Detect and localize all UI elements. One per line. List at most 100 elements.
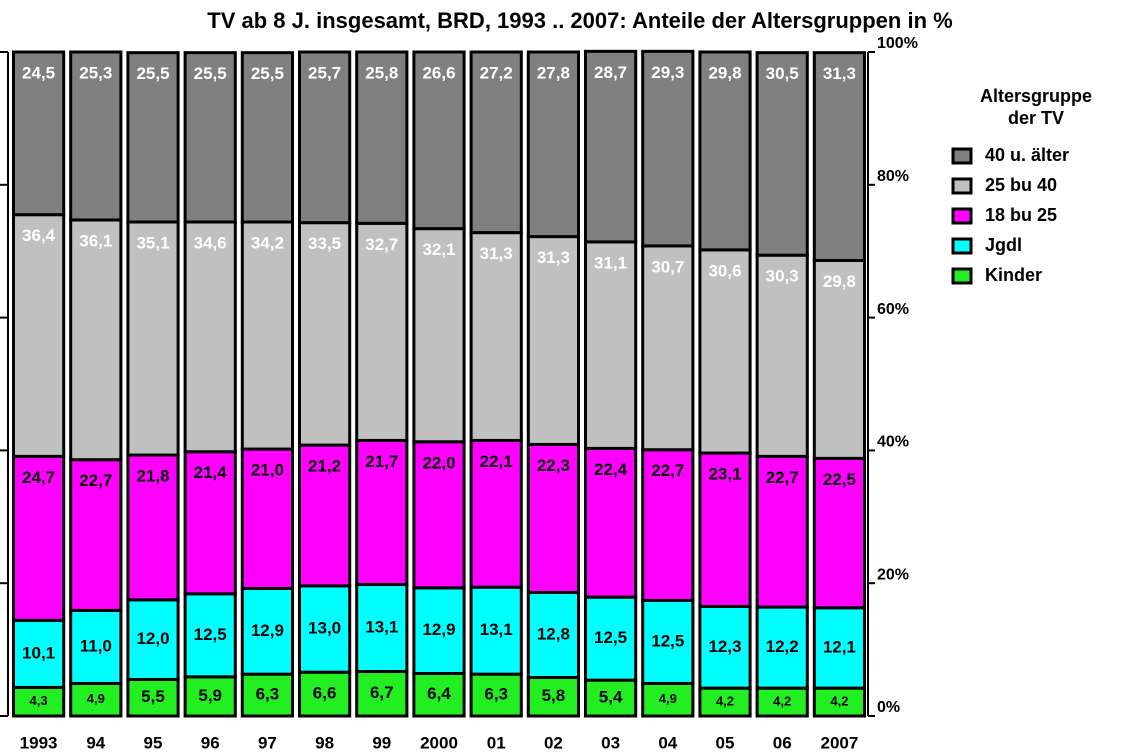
bar-segment [298, 50, 352, 225]
data-label: 27,8 [537, 63, 570, 82]
data-label: 4,9 [659, 691, 677, 706]
y-tick-label: 40% [877, 434, 909, 451]
bar-segment [183, 450, 237, 596]
data-label: 31,3 [537, 248, 570, 267]
bar-segment [12, 685, 66, 718]
x-tick-label: 2000 [420, 733, 458, 752]
data-label: 5,5 [141, 687, 165, 706]
data-label: 33,5 [308, 234, 341, 253]
data-label: 36,1 [79, 231, 112, 250]
data-label: 26,6 [422, 63, 455, 82]
bar-segment [69, 608, 123, 685]
bar-segment [698, 686, 752, 718]
bar-segment [126, 598, 180, 681]
bar-segment [240, 220, 295, 451]
legend-label: 25 bu 40 [985, 175, 1057, 195]
bar-segment [183, 220, 237, 454]
data-label: 11,0 [80, 636, 112, 655]
data-label: 12,9 [251, 621, 284, 640]
data-label: 22,5 [823, 470, 856, 489]
data-label: 24,5 [22, 63, 55, 82]
data-label: 34,6 [194, 233, 227, 252]
data-label: 25,3 [79, 63, 112, 82]
data-label: 27,2 [480, 63, 513, 82]
x-tick-label: 97 [258, 733, 277, 752]
data-label: 4,9 [87, 691, 105, 706]
data-label: 12,0 [136, 629, 169, 648]
bar-segment [183, 51, 237, 224]
bar-segment [526, 590, 580, 679]
data-label: 34,2 [251, 233, 284, 252]
data-label: 25,5 [136, 64, 169, 83]
bar-segment [526, 50, 580, 239]
data-label: 4,2 [830, 693, 848, 708]
bar-segment [812, 686, 866, 718]
bar-segment [812, 606, 866, 690]
data-label: 5,4 [599, 688, 623, 707]
bar-segment [12, 50, 66, 217]
bar-segment [698, 248, 752, 455]
data-label: 22,3 [537, 456, 570, 475]
bar-segment [126, 220, 180, 457]
data-label: 22,0 [422, 453, 455, 472]
y-tick-label: 60% [877, 301, 909, 318]
data-label: 31,3 [480, 244, 513, 263]
bar-segment [641, 244, 695, 452]
data-label: 12,2 [766, 637, 799, 656]
bar-segment [355, 438, 409, 587]
data-label: 22,7 [651, 461, 684, 480]
bar-segment [69, 218, 123, 462]
data-label: 12,9 [422, 620, 455, 639]
data-label: 6,7 [370, 683, 394, 702]
data-label: 30,3 [766, 267, 799, 286]
legend-label: Kinder [985, 265, 1042, 285]
bar-segment [641, 448, 695, 602]
x-tick-label: 98 [315, 733, 334, 752]
data-label: 4,2 [716, 693, 734, 708]
legend-swatch [951, 177, 973, 195]
bar-segment [12, 618, 66, 689]
data-label: 4,2 [773, 693, 791, 708]
legend-swatch [951, 207, 973, 225]
legend-title: Altersgruppe [980, 86, 1092, 106]
data-label: 24,7 [22, 468, 55, 487]
bar-segment [240, 447, 295, 591]
bar-segment [641, 681, 695, 718]
data-label: 29,8 [708, 63, 741, 82]
data-label: 32,1 [422, 240, 455, 259]
bar-segment [126, 677, 180, 718]
data-label: 25,7 [308, 63, 341, 82]
data-label: 30,7 [651, 257, 684, 276]
bar-segment [755, 605, 809, 690]
data-label: 21,7 [365, 452, 398, 471]
data-label: 4,3 [30, 693, 48, 708]
data-label: 30,5 [766, 64, 799, 83]
bar-segment [698, 604, 752, 690]
bar-segment [641, 49, 695, 248]
data-label: 25,5 [251, 64, 284, 83]
x-tick-label: 06 [773, 733, 792, 752]
y-tick-label: 100% [877, 35, 918, 52]
bar-segment [755, 51, 809, 257]
data-label: 12,5 [594, 628, 627, 647]
x-tick-label: 1993 [20, 733, 58, 752]
y-tick-label: 20% [877, 566, 909, 583]
data-label: 29,8 [823, 272, 856, 291]
y-tick-label: 0% [877, 699, 900, 716]
data-label: 12,1 [823, 637, 856, 656]
legend-swatch [951, 147, 973, 165]
bar-segment [183, 675, 237, 718]
data-label: 30,6 [708, 261, 741, 280]
data-label: 5,8 [542, 686, 566, 705]
bar-segment [69, 50, 123, 222]
bar-segment [469, 231, 523, 442]
data-label: 13,1 [365, 618, 398, 637]
bar-segment [584, 240, 638, 450]
data-label: 13,1 [480, 620, 513, 639]
bar-segment [412, 227, 466, 444]
bar-segment [240, 51, 295, 224]
x-tick-label: 04 [658, 733, 677, 752]
data-label: 22,7 [79, 471, 112, 490]
x-tick-label: 03 [601, 733, 620, 752]
